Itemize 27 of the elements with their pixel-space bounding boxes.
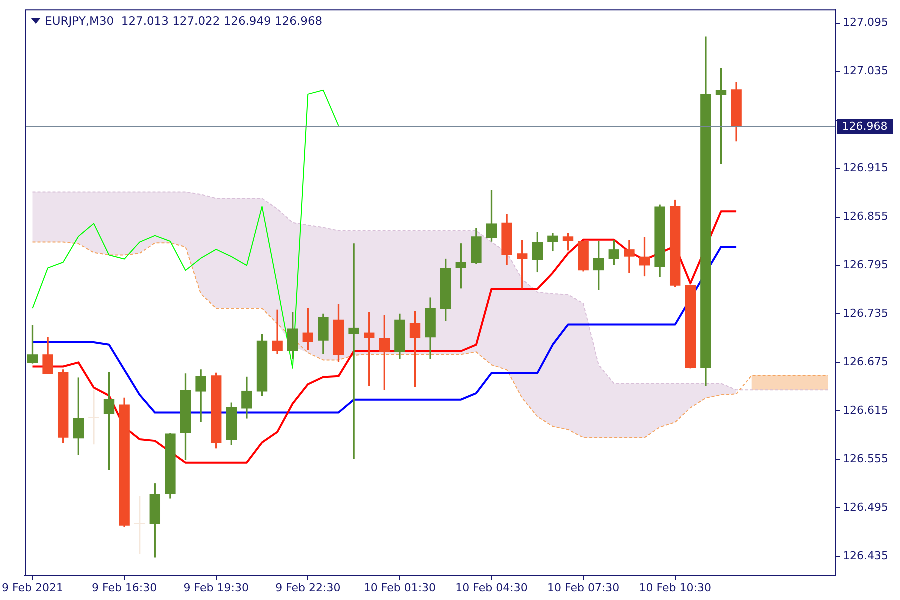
y-tick-label: 126.855 <box>843 210 888 224</box>
line-series <box>32 242 829 438</box>
y-tick-label: 127.035 <box>843 64 888 78</box>
y-tick-label: 126.675 <box>843 356 888 369</box>
candlestick <box>348 244 360 460</box>
y-tick-label: 126.495 <box>843 500 888 514</box>
candlestick <box>624 240 635 274</box>
candlestick <box>272 310 283 354</box>
line-series <box>32 192 829 391</box>
y-tick-label: 126.615 <box>843 404 888 418</box>
y-tick-label: 126.915 <box>843 162 888 175</box>
x-tick-label: 10 Feb 10:30 <box>639 581 712 594</box>
x-tick-label: 10 Feb 01:30 <box>364 581 436 594</box>
chart-title: EURJPY,M30 127.013 127.022 126.949 126.968 <box>45 14 323 28</box>
candlestick <box>88 390 100 445</box>
y-tick-label: 126.735 <box>843 307 888 320</box>
y-tick-label: 126.555 <box>843 452 888 466</box>
x-tick-label: 10 Feb 07:30 <box>547 581 620 594</box>
ref-line-label: 126.968 <box>842 120 888 133</box>
y-tick-label: 126.795 <box>843 258 888 272</box>
x-tick-label: 9 Feb 22:30 <box>276 581 341 594</box>
x-tick-label: 9 Feb 19:30 <box>184 581 249 594</box>
y-tick-label: 126.435 <box>843 549 888 562</box>
x-tick-label: 9 Feb 16:30 <box>92 581 158 594</box>
y-tick-label: 127.095 <box>843 16 888 30</box>
x-tick-label: 9 Feb 2021 <box>2 581 64 594</box>
x-tick-label: 10 Feb 04:30 <box>456 581 528 594</box>
